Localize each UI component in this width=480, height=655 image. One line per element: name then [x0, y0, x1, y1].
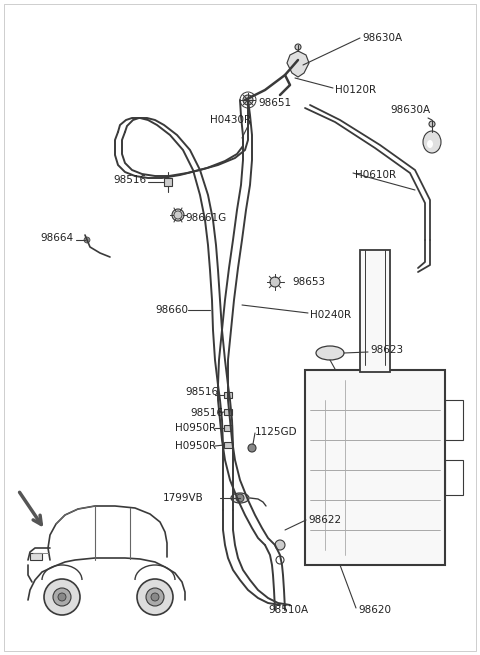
Text: 98510A: 98510A: [268, 605, 308, 615]
Circle shape: [137, 579, 173, 615]
Circle shape: [243, 95, 253, 105]
Text: 98630A: 98630A: [390, 105, 430, 115]
Circle shape: [146, 588, 164, 606]
Ellipse shape: [316, 346, 344, 360]
Circle shape: [151, 593, 159, 601]
Bar: [305, 370, 445, 565]
Circle shape: [172, 209, 184, 221]
Bar: [224, 409, 232, 415]
Circle shape: [429, 121, 435, 127]
Circle shape: [270, 277, 280, 287]
Bar: [30, 553, 42, 560]
Text: 98660: 98660: [155, 305, 188, 315]
Circle shape: [236, 494, 244, 502]
Text: 98516: 98516: [190, 408, 223, 418]
Text: 98653: 98653: [292, 277, 325, 287]
Circle shape: [53, 588, 71, 606]
Text: 98620: 98620: [358, 605, 391, 615]
Text: H0610R: H0610R: [355, 170, 396, 180]
Text: 98516: 98516: [185, 387, 218, 397]
Text: H0240R: H0240R: [310, 310, 351, 320]
Text: 98661G: 98661G: [185, 213, 226, 223]
Text: 98516: 98516: [113, 175, 146, 185]
Text: 98623: 98623: [370, 345, 403, 355]
Text: H0120R: H0120R: [335, 85, 376, 95]
Ellipse shape: [427, 140, 433, 148]
Circle shape: [84, 237, 90, 243]
Bar: [445, 400, 463, 440]
Bar: [224, 425, 232, 431]
Circle shape: [275, 540, 285, 550]
Bar: [360, 250, 390, 372]
Circle shape: [248, 444, 256, 452]
Ellipse shape: [231, 493, 249, 503]
Text: 1125GD: 1125GD: [255, 427, 298, 437]
Polygon shape: [287, 51, 309, 77]
Text: H0430R: H0430R: [210, 115, 251, 125]
Bar: [224, 442, 232, 448]
Circle shape: [44, 579, 80, 615]
Ellipse shape: [423, 131, 441, 153]
Text: 1799VB: 1799VB: [163, 493, 204, 503]
Bar: [224, 392, 232, 398]
Circle shape: [58, 593, 66, 601]
Bar: [164, 178, 172, 186]
Text: 98630A: 98630A: [362, 33, 402, 43]
Text: H0950R: H0950R: [175, 441, 216, 451]
Text: 98651: 98651: [258, 98, 291, 108]
Text: 98622: 98622: [308, 515, 341, 525]
Text: H0950R: H0950R: [175, 423, 216, 433]
Bar: [445, 460, 463, 495]
Circle shape: [295, 44, 301, 50]
Text: 98664: 98664: [40, 233, 73, 243]
